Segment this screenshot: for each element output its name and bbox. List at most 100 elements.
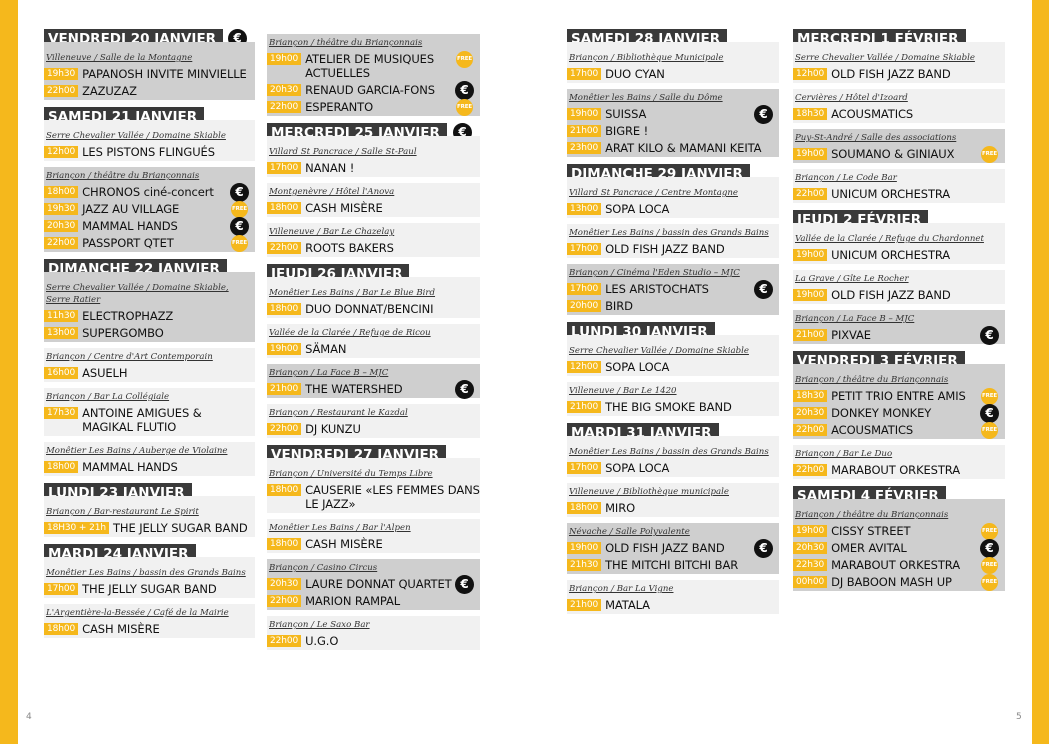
venue-block: Briançon / Restaurant le Kazdal 22h00 DJ K… (267, 404, 480, 438)
venue-block: Briançon / La Face B – MJC 21h00 THE WATER… (267, 364, 480, 399)
event-artist: ACOUSMATICS (831, 423, 914, 437)
event-time: 17h00 (567, 283, 602, 295)
venue-block: Monêtier Les Bains / Bar Le Blue Bird 18h… (267, 277, 480, 318)
venue-block: Cervières / Hôtel d'Izoard 18h30 ACOUSMATI… (793, 89, 1005, 123)
venue-name: Cervières / Hôtel d'Izoard (795, 93, 908, 103)
event-time: 17h00 (267, 162, 302, 174)
event-row: 18h00 DUO DONNAT/BENCINI (267, 302, 480, 316)
event-row: 18h30 PETIT TRIO ENTRE AMIS FREE (793, 388, 1005, 405)
event-artist: SOPA LOCA (605, 461, 670, 475)
event-artist: UNICUM ORCHESTRA (831, 187, 951, 201)
event-artist: ACOUSMATICS (831, 107, 914, 121)
free-badge-icon: FREE (981, 557, 998, 574)
venue-block: Villeneuve / Bar Le 1420 21h00 THE BIG SMO… (567, 382, 779, 416)
venue-block: Montgenèvre / Hôtel l'Anova 18h00 CASH MIS… (267, 183, 480, 217)
event-artist: THE BIG SMOKE BAND (605, 400, 732, 414)
venue-name: Briançon / Bibliothèque Municipale (569, 53, 724, 63)
event-artist: MARABOUT ORKESTRA (831, 463, 960, 477)
left-accent-bar (0, 0, 18, 744)
paid-euro-icon: € (980, 326, 999, 345)
event-row: 22h00 UNICUM ORCHESTRA (793, 187, 1005, 201)
event-time: 16h00 (44, 367, 79, 379)
event-artist: MAMMAL HANDS (82, 219, 178, 233)
event-time: 18h00 (267, 303, 302, 315)
free-badge-icon: FREE (231, 235, 248, 252)
event-row: 22h00 MARABOUT ORKESTRA (793, 463, 1005, 477)
event-row: 13h00 SOPA LOCA (567, 202, 779, 216)
venue-name: Briançon / Université du Temps Libre (269, 469, 433, 479)
venue-name: L'Argentière-la-Bessée / Café de la Mair… (46, 608, 229, 618)
event-row: 17h00 NANAN ! (267, 161, 480, 175)
event-time: 20h30 (793, 542, 828, 554)
venue-block: Monêtier Les Bains / bassin des Grands B… (567, 224, 779, 258)
venue-block: Briançon / Université du Temps Libre 18h0… (267, 458, 480, 513)
venue-name: Monêtier Les Bains / Bar l'Alpen (269, 523, 411, 533)
event-row: 18h00 MAMMAL HANDS (44, 460, 255, 474)
event-row: 18h00 CHRONOS ciné-concert € (44, 183, 255, 202)
venue-block: Briançon / Le Saxo Bar 22h00 U.G.O (267, 616, 480, 650)
venue-block: Briançon / Bar Le Duo 22h00 MARABOUT ORKES… (793, 445, 1005, 479)
event-time: 18h00 (44, 186, 79, 198)
event-row: 17h00 SOPA LOCA (567, 461, 779, 475)
free-badge-icon: FREE (981, 574, 998, 591)
event-row: 19h00 SÄMAN (267, 342, 480, 356)
venue-block: Monêtier Les Bains / Bar l'Alpen 18h00 CAS… (267, 519, 480, 553)
venue-block: Briançon / Bar La Collégiale 17h30 ANTOINE… (44, 388, 255, 436)
venue-block: La Grave / Gîte Le Rocher 19h00 OLD FISH J… (793, 270, 1005, 304)
event-time: 22h00 (793, 424, 828, 436)
event-artist: LES PISTONS FLINGUÉS (82, 145, 215, 159)
venue-block: Monêtier Les Bains / bassin des Grands B… (567, 436, 779, 477)
event-artist: OLD FISH JAZZ BAND (605, 541, 725, 555)
event-artist: U.G.O (305, 634, 339, 648)
event-artist: OLD FISH JAZZ BAND (605, 242, 725, 256)
venue-name: Briançon / Bar-restaurant Le Spirit (46, 507, 199, 517)
event-row: 22h00 ZAZUZAZ (44, 84, 255, 98)
event-artist: PIXVAE (831, 328, 871, 342)
event-artist: OLD FISH JAZZ BAND (831, 67, 951, 81)
event-row: 19h30 PAPANOSH INVITE MINVIELLE (44, 67, 255, 81)
event-row: 18h30 ACOUSMATICS (793, 107, 1005, 121)
free-badge-icon: FREE (456, 99, 473, 116)
event-time: 18h00 (267, 538, 302, 550)
event-row: 18h00 MIRO (567, 501, 779, 515)
venue-block: Briançon / La Face B – MJC 21h00 PIXVAE € (793, 310, 1005, 345)
event-artist: MARABOUT ORKESTRA (831, 558, 960, 572)
event-row: 21h00 THE BIG SMOKE BAND (567, 400, 779, 414)
event-time: 21h00 (567, 599, 602, 611)
venue-name: Briançon / Bar Le Duo (795, 449, 893, 459)
venue-block: Vallée de la Clarée / Refuge du Chardonn… (793, 223, 1005, 264)
venue-name: Villeneuve / Bar Le Chazelay (269, 227, 395, 237)
event-artist: SUPERGOMBO (82, 326, 164, 340)
event-time: 18h00 (44, 623, 79, 635)
event-artist: DJ BABOON MASH UP (831, 575, 952, 589)
event-time: 22h00 (267, 423, 302, 435)
venue-block: Monêtier les Bains / Salle du Dôme 19h00 S… (567, 89, 779, 157)
venue-name: Briançon / Bar La Vigne (569, 584, 674, 594)
event-artist: DUO DONNAT/BENCINI (305, 302, 434, 316)
event-time: 20h30 (793, 407, 828, 419)
venue-block: Briançon / théâtre du Briançonnais 18h00 C… (44, 167, 255, 252)
event-time: 18h00 (267, 202, 302, 214)
event-row: 18h00 CAUSERIE «LES FEMMES DANS LE JAZZ» (267, 483, 480, 511)
venue-block: Briançon / théâtre du Briançonnais 18h30 P… (793, 364, 1005, 439)
event-time: 19h00 (793, 249, 828, 261)
venue-block: Briançon / Bibliothèque Municipale 17h00 D… (567, 42, 779, 83)
venue-name: Briançon / théâtre du Briançonnais (795, 510, 949, 520)
venue-block: Serre Chevalier Vallée / Domaine Skiable… (793, 42, 1005, 83)
event-row: 20h30 MAMMAL HANDS € (44, 217, 255, 236)
event-time: 19h00 (793, 525, 828, 537)
venue-name: Vallée de la Clarée / Refuge du Chardonn… (795, 234, 984, 244)
event-time: 19h00 (267, 343, 302, 355)
event-artist: RENAUD GARCIA-FONS (305, 83, 435, 97)
paid-euro-icon: € (754, 280, 773, 299)
venue-block: Monêtier Les Bains / bassin des Grands B… (44, 557, 255, 598)
event-row: 17h30 ANTOINE AMIGUES & MAGIKAL FLUTIO (44, 406, 255, 434)
event-artist: CASH MISÈRE (82, 622, 160, 636)
venue-name: Serre Chevalier Vallée / Domaine Skiable (569, 346, 749, 356)
event-artist: CISSY STREET (831, 524, 911, 538)
event-time: 21h00 (567, 125, 602, 137)
event-row: 21h30 THE MITCHI BITCHI BAR (567, 558, 779, 572)
venue-block: Briançon / Le Code Bar 22h00 UNICUM ORCHES… (793, 169, 1005, 203)
venue-block: Villeneuve / Bibliothèque municipale 18h0… (567, 483, 779, 517)
event-artist: SOPA LOCA (605, 360, 670, 374)
